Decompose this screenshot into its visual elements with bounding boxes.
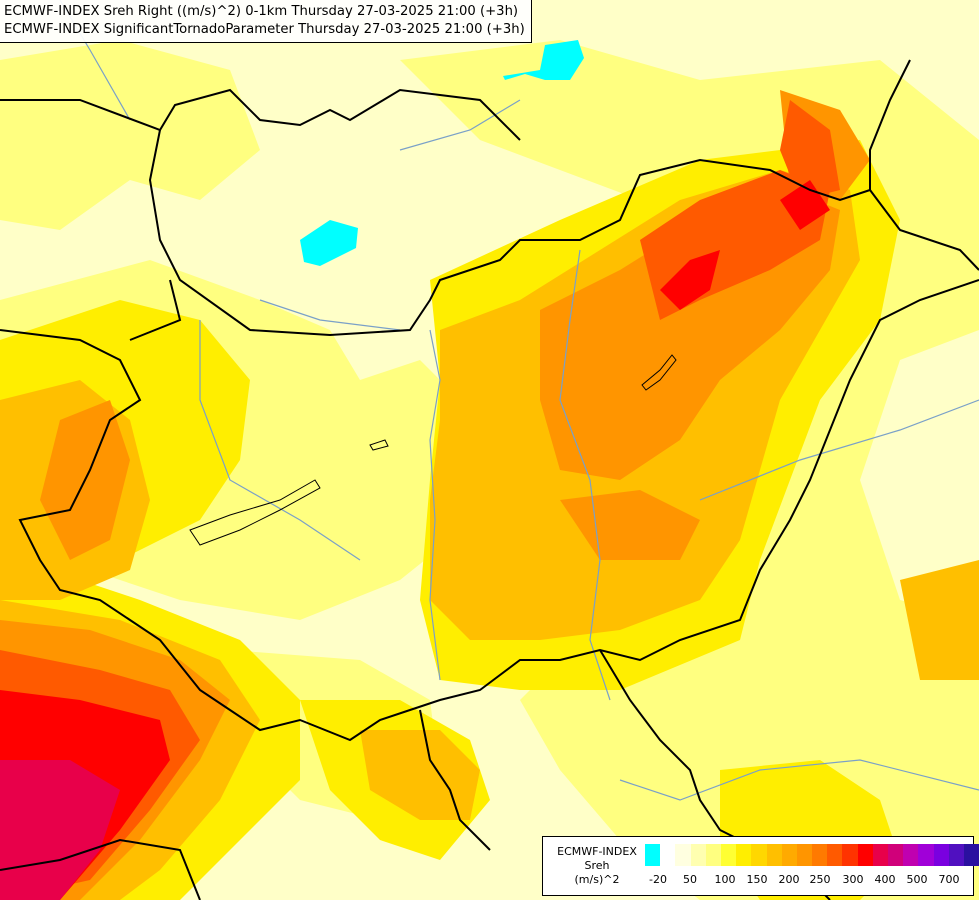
legend-swatch xyxy=(660,844,676,866)
legend-swatches xyxy=(645,844,979,866)
legend-swatch xyxy=(720,844,737,866)
legend-tick-label: 700 xyxy=(938,873,960,886)
legend-swatch xyxy=(903,844,919,866)
legend-swatch xyxy=(766,844,782,866)
legend-title-line: Sreh xyxy=(584,859,610,872)
legend-swatch xyxy=(705,844,721,866)
field-cyan-lakes xyxy=(300,40,584,266)
legend-tick-label: 50 xyxy=(683,873,697,886)
legend-swatch xyxy=(918,844,934,866)
map-title-line: ECMWF-INDEX Sreh Right ((m/s)^2) 0-1km T… xyxy=(4,4,519,19)
legend-swatch xyxy=(842,844,858,866)
legend-swatch xyxy=(827,844,843,866)
legend-swatch xyxy=(690,844,706,866)
legend-swatch xyxy=(751,844,767,866)
legend-swatch xyxy=(857,844,873,866)
legend-swatch xyxy=(933,844,949,866)
legend-tick-label: 300 xyxy=(842,873,864,886)
legend-swatch xyxy=(675,844,691,866)
legend-tick-label: 100 xyxy=(714,873,736,886)
legend-swatch xyxy=(736,844,752,866)
legend-title-line: (m/s)^2 xyxy=(574,873,620,886)
color-legend: ECMWF-INDEX Sreh (m/s)^2 -20 50 100 150 200 2… xyxy=(542,836,979,896)
country-borders xyxy=(0,59,979,900)
lake-outlines xyxy=(189,354,677,546)
legend-tick-label: 200 xyxy=(778,873,800,886)
legend-tick-label: 500 xyxy=(906,873,928,886)
map-title-line: ECMWF-INDEX SignificantTornadoParameter … xyxy=(4,22,525,37)
legend-swatch xyxy=(888,844,904,866)
rivers xyxy=(59,0,979,801)
legend-swatch xyxy=(781,844,797,866)
legend-title-line: ECMWF-INDEX xyxy=(557,845,637,858)
legend-swatch xyxy=(796,844,813,866)
legend-swatch xyxy=(963,844,979,866)
legend-swatch xyxy=(948,844,964,866)
legend-tick-label: -20 xyxy=(649,873,667,886)
legend-tick-label: 150 xyxy=(746,873,768,886)
legend-tick-label: 250 xyxy=(809,873,831,886)
legend-swatch xyxy=(872,844,888,866)
map-title-box: ECMWF-INDEX Sreh Right ((m/s)^2) 0-1km T… xyxy=(0,0,532,43)
legend-ticks: -20 50 100 150 200 250 300 400 500 700 xyxy=(645,873,967,889)
legend-title: ECMWF-INDEX Sreh (m/s)^2 xyxy=(549,845,645,887)
legend-swatch xyxy=(645,844,661,866)
legend-swatch xyxy=(812,844,828,866)
legend-tick-label: 400 xyxy=(874,873,896,886)
